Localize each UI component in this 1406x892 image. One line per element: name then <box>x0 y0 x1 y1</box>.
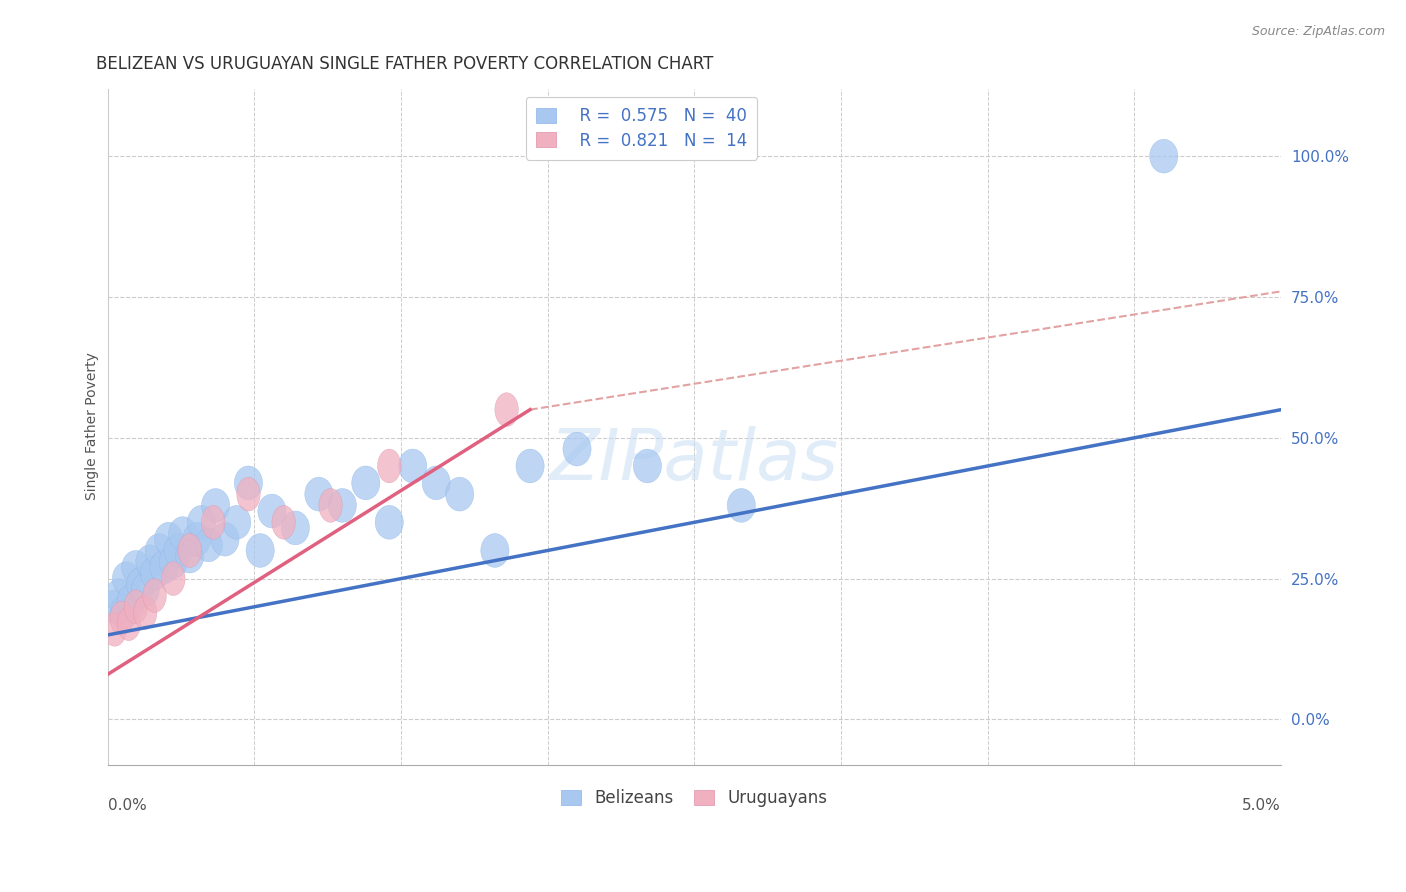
Ellipse shape <box>378 449 401 483</box>
Ellipse shape <box>633 449 661 483</box>
Ellipse shape <box>235 466 263 500</box>
Ellipse shape <box>236 477 260 511</box>
Ellipse shape <box>422 466 450 500</box>
Text: BELIZEAN VS URUGUAYAN SINGLE FATHER POVERTY CORRELATION CHART: BELIZEAN VS URUGUAYAN SINGLE FATHER POVE… <box>96 55 713 73</box>
Ellipse shape <box>122 550 150 584</box>
Ellipse shape <box>143 579 166 613</box>
Ellipse shape <box>562 433 591 466</box>
Ellipse shape <box>194 528 222 562</box>
Text: ZIPatlas: ZIPatlas <box>550 425 839 495</box>
Ellipse shape <box>246 533 274 567</box>
Ellipse shape <box>319 489 342 523</box>
Ellipse shape <box>159 545 187 579</box>
Ellipse shape <box>446 477 474 511</box>
Ellipse shape <box>127 567 155 601</box>
Ellipse shape <box>145 533 173 567</box>
Ellipse shape <box>155 523 183 556</box>
Ellipse shape <box>183 523 211 556</box>
Ellipse shape <box>399 449 427 483</box>
Ellipse shape <box>169 516 197 550</box>
Ellipse shape <box>328 489 356 523</box>
Ellipse shape <box>375 506 404 539</box>
Ellipse shape <box>117 607 141 640</box>
Ellipse shape <box>352 466 380 500</box>
Ellipse shape <box>124 590 148 624</box>
Ellipse shape <box>222 506 250 539</box>
Ellipse shape <box>257 494 285 528</box>
Text: 0.0%: 0.0% <box>108 798 146 814</box>
Ellipse shape <box>112 562 141 596</box>
Ellipse shape <box>176 539 204 573</box>
Ellipse shape <box>110 601 134 635</box>
Ellipse shape <box>141 556 169 590</box>
Y-axis label: Single Father Poverty: Single Father Poverty <box>86 352 100 500</box>
Ellipse shape <box>105 579 134 613</box>
Ellipse shape <box>179 533 201 567</box>
Ellipse shape <box>103 613 127 646</box>
Ellipse shape <box>136 545 165 579</box>
Ellipse shape <box>495 392 519 426</box>
Ellipse shape <box>101 590 129 624</box>
Legend: Belizeans, Uruguayans: Belizeans, Uruguayans <box>555 782 834 814</box>
Ellipse shape <box>110 596 138 630</box>
Ellipse shape <box>201 489 229 523</box>
Ellipse shape <box>131 573 159 607</box>
Ellipse shape <box>165 533 193 567</box>
Ellipse shape <box>281 511 309 545</box>
Ellipse shape <box>271 506 295 539</box>
Ellipse shape <box>1150 139 1178 173</box>
Ellipse shape <box>727 489 755 523</box>
Ellipse shape <box>162 562 186 596</box>
Ellipse shape <box>201 506 225 539</box>
Ellipse shape <box>305 477 333 511</box>
Ellipse shape <box>134 596 157 630</box>
Ellipse shape <box>187 506 215 539</box>
Ellipse shape <box>516 449 544 483</box>
Ellipse shape <box>481 533 509 567</box>
Ellipse shape <box>117 584 145 618</box>
Text: 5.0%: 5.0% <box>1243 798 1281 814</box>
Ellipse shape <box>150 550 179 584</box>
Text: Source: ZipAtlas.com: Source: ZipAtlas.com <box>1251 25 1385 38</box>
Ellipse shape <box>211 523 239 556</box>
